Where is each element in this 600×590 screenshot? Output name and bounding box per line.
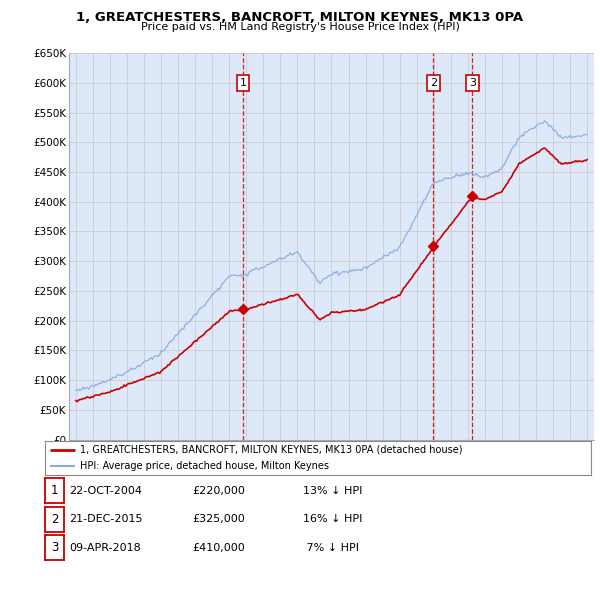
Text: £325,000: £325,000 (192, 514, 245, 524)
Text: 1, GREATCHESTERS, BANCROFT, MILTON KEYNES, MK13 0PA: 1, GREATCHESTERS, BANCROFT, MILTON KEYNE… (76, 11, 524, 24)
Text: £410,000: £410,000 (192, 543, 245, 552)
Text: 1: 1 (239, 78, 247, 88)
Text: 16% ↓ HPI: 16% ↓ HPI (303, 514, 362, 524)
Text: 09-APR-2018: 09-APR-2018 (69, 543, 141, 552)
Text: Price paid vs. HM Land Registry's House Price Index (HPI): Price paid vs. HM Land Registry's House … (140, 22, 460, 32)
Text: 3: 3 (51, 541, 58, 554)
Text: 3: 3 (469, 78, 476, 88)
Text: HPI: Average price, detached house, Milton Keynes: HPI: Average price, detached house, Milt… (80, 461, 329, 471)
Text: 21-DEC-2015: 21-DEC-2015 (69, 514, 143, 524)
Text: 13% ↓ HPI: 13% ↓ HPI (303, 486, 362, 496)
Text: 2: 2 (51, 513, 58, 526)
Text: 7% ↓ HPI: 7% ↓ HPI (303, 543, 359, 552)
Text: 22-OCT-2004: 22-OCT-2004 (69, 486, 142, 496)
Text: 1: 1 (51, 484, 58, 497)
Text: £220,000: £220,000 (192, 486, 245, 496)
Text: 2: 2 (430, 78, 437, 88)
Text: 1, GREATCHESTERS, BANCROFT, MILTON KEYNES, MK13 0PA (detached house): 1, GREATCHESTERS, BANCROFT, MILTON KEYNE… (80, 445, 463, 455)
